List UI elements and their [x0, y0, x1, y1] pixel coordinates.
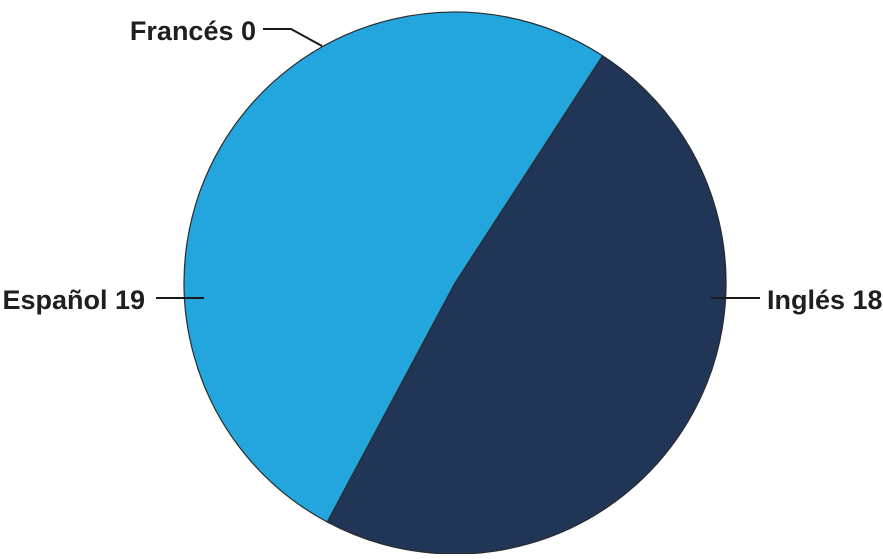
pie-slice-espanol	[183, 11, 604, 523]
pie-label-frances: Francés 0	[130, 16, 256, 46]
pie-labels: Inglés 18 Español 19 Francés 0	[2, 16, 882, 315]
pie-slices	[183, 11, 727, 555]
pie-label-espanol: Español 19	[2, 285, 145, 315]
pie-leader-lines	[156, 28, 760, 299]
pie-label-ingles: Inglés 18	[767, 285, 883, 315]
leader-line-frances	[263, 28, 323, 47]
